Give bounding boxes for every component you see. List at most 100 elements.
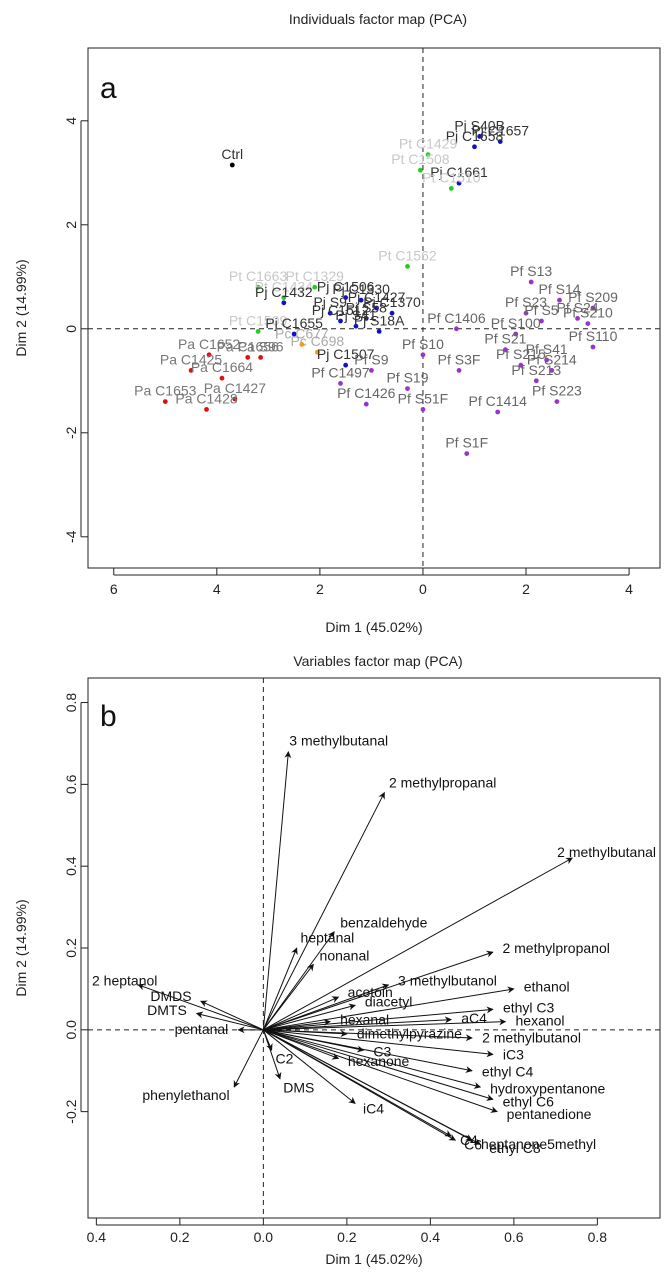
chart-b-xtick-label: 0.0 — [254, 1229, 274, 1245]
chart-b-variable-label: ethyl C3 — [503, 999, 555, 1015]
chart-a-point — [219, 375, 225, 381]
chart-a-point — [245, 355, 251, 360]
chart-b-xtick-label: 0.2 — [170, 1229, 190, 1245]
chart-b-variable-label: DMS — [283, 1079, 314, 1095]
chart-a-point-label: Pf C1406 — [427, 310, 486, 326]
chart-a-xtick-label: 2 — [316, 581, 324, 597]
chart-a-point-label: Pf S41 — [526, 341, 568, 357]
chart-a-point — [258, 355, 264, 360]
chart-a-point-label: Pt C1434 — [255, 279, 314, 295]
chart-a-point — [590, 305, 596, 311]
chart-b-ytick-label: 0.2 — [63, 938, 79, 958]
chart-b-ticks: 0.4 0.2 0.0 0.2 0.4 0.6 0.8 -0.2 0.0 0.2 0.4 0.6 0.8 — [63, 693, 607, 1245]
chart-a-point — [299, 342, 305, 347]
chart-a-point — [420, 352, 426, 358]
chart-a-point — [472, 144, 477, 150]
chart-a-point — [343, 362, 349, 368]
chart-b-variable-label: DMTS — [147, 1002, 187, 1018]
chart-a-point — [533, 378, 539, 384]
chart-a-point — [448, 186, 454, 191]
chart-a-point — [454, 326, 459, 332]
chart-b-variable-label: heptanal — [301, 930, 355, 946]
chart-a-point-label: Pj S18A — [354, 312, 405, 328]
chart-a-point — [389, 310, 395, 316]
chart-a-point — [518, 362, 524, 368]
chart-a-point — [464, 451, 470, 456]
chart-a-point — [314, 349, 320, 355]
chart-b-arrow — [263, 950, 494, 1031]
chart-b-variable-label: pentanal — [175, 1021, 229, 1037]
chart-a-point-label: Pa S96 — [238, 338, 284, 354]
chart-b-variable-label: C4 — [460, 1132, 478, 1148]
chart-a-xlabel: Dim 1 (45.02%) — [325, 619, 422, 635]
chart-a-point — [327, 310, 333, 316]
chart-a-point — [425, 152, 431, 158]
chart-b-arrow — [263, 1029, 482, 1145]
chart-a-ylabel: Dim 2 (14.99%) — [13, 259, 29, 356]
chart-b-xtick-label: 0.2 — [337, 1229, 357, 1245]
chart-a-point-label: Pj C1655 — [265, 315, 323, 331]
chart-b-xtick-label: 0.6 — [504, 1229, 524, 1245]
chart-b-arrow — [263, 1029, 473, 1073]
chart-b-variable-label: aC4 — [461, 1010, 487, 1026]
chart-b-variable-label: ethyl C8 — [489, 1140, 541, 1156]
chart-b-variable-label: DMDS — [150, 988, 191, 1004]
chart-b-variable-label: 2 methylpropanol — [502, 940, 609, 956]
chart-b-variable-label: C3 — [373, 1043, 391, 1059]
chart-a-point-label: Pt C1510 — [422, 169, 481, 185]
chart-a-panel-letter: a — [100, 72, 117, 105]
chart-b-arrow — [263, 1018, 331, 1031]
chart-a-point-label: Pt C1429 — [399, 136, 458, 152]
chart-b-variable-label: pentanedione — [507, 1106, 592, 1122]
chart-a-point-label: Pa C1428 — [175, 390, 237, 406]
chart-a-point-label: Pj C1661 — [430, 164, 488, 180]
chart-a-point — [343, 295, 349, 300]
chart-b-arrow — [263, 996, 340, 1031]
chart-a-point — [353, 323, 359, 329]
chart-b-arrow — [263, 1003, 356, 1031]
chart-a-point-label: Pj C1370 — [363, 294, 421, 310]
chart-b-variable-label: acetoin — [348, 984, 393, 1000]
chart-a-point-label: Pt C1329 — [286, 268, 345, 284]
chart-a-point — [363, 316, 369, 321]
chart-a-points — [162, 134, 596, 456]
chart-a-point — [417, 167, 423, 173]
chart-b-variable-label: benzaldehyde — [340, 915, 427, 931]
chart-a-point-label: Pt C1509 — [229, 312, 288, 328]
chart-a-point-label: Pf S10 — [402, 336, 444, 352]
chart-b-arrow — [195, 1011, 264, 1031]
chart-b-ytick-label: 0.6 — [63, 774, 79, 794]
chart-b-arrow — [262, 791, 385, 1031]
chart-a-point-label: Pj C1432 — [255, 284, 313, 300]
chart-a-point-label: Pf S100 — [491, 315, 541, 331]
chart-a-point — [232, 396, 238, 402]
chart-b-arrow — [263, 1029, 457, 1141]
chart-a-point-label: Pa C1664 — [191, 359, 253, 375]
chart-b-variable-label: dimethylpyrazine — [357, 1025, 462, 1041]
chart-a-point-label: Pf C1414 — [468, 393, 527, 409]
chart-a-point — [338, 318, 343, 324]
chart-b-arrow — [262, 1029, 282, 1080]
chart-b-arrow — [263, 1029, 356, 1104]
chart-a-point-label: Pj S9 — [313, 294, 347, 310]
chart-a-point — [554, 399, 560, 404]
chart-a-point — [338, 381, 343, 386]
chart-a-point-label: Pj S58 — [346, 299, 387, 315]
chart-a-ytick-label: 0 — [63, 325, 79, 333]
chart-a-point — [281, 295, 287, 300]
chart-b-arrow — [262, 947, 298, 1031]
chart-a-point — [363, 401, 369, 407]
chart-b-variable-label: 3 methylbutanol — [398, 972, 497, 988]
chart-a-point-label: Pf S3F — [438, 351, 481, 367]
chart-a-point — [374, 305, 379, 311]
chart-a-point-label: Pf S51F — [398, 390, 449, 406]
chart-b-variable-label: 2 methylbutanol — [482, 1029, 581, 1045]
chart-a-point-label: Pf C1497 — [311, 364, 370, 380]
chart-b-variable-label: ethyl C6 — [503, 1093, 555, 1109]
chart-b-xtick-label: 0.8 — [588, 1229, 608, 1245]
chart-a-point-label: Pf S1F — [445, 435, 488, 451]
chart-a-point — [503, 347, 508, 352]
chart-b-arrow — [263, 986, 515, 1031]
